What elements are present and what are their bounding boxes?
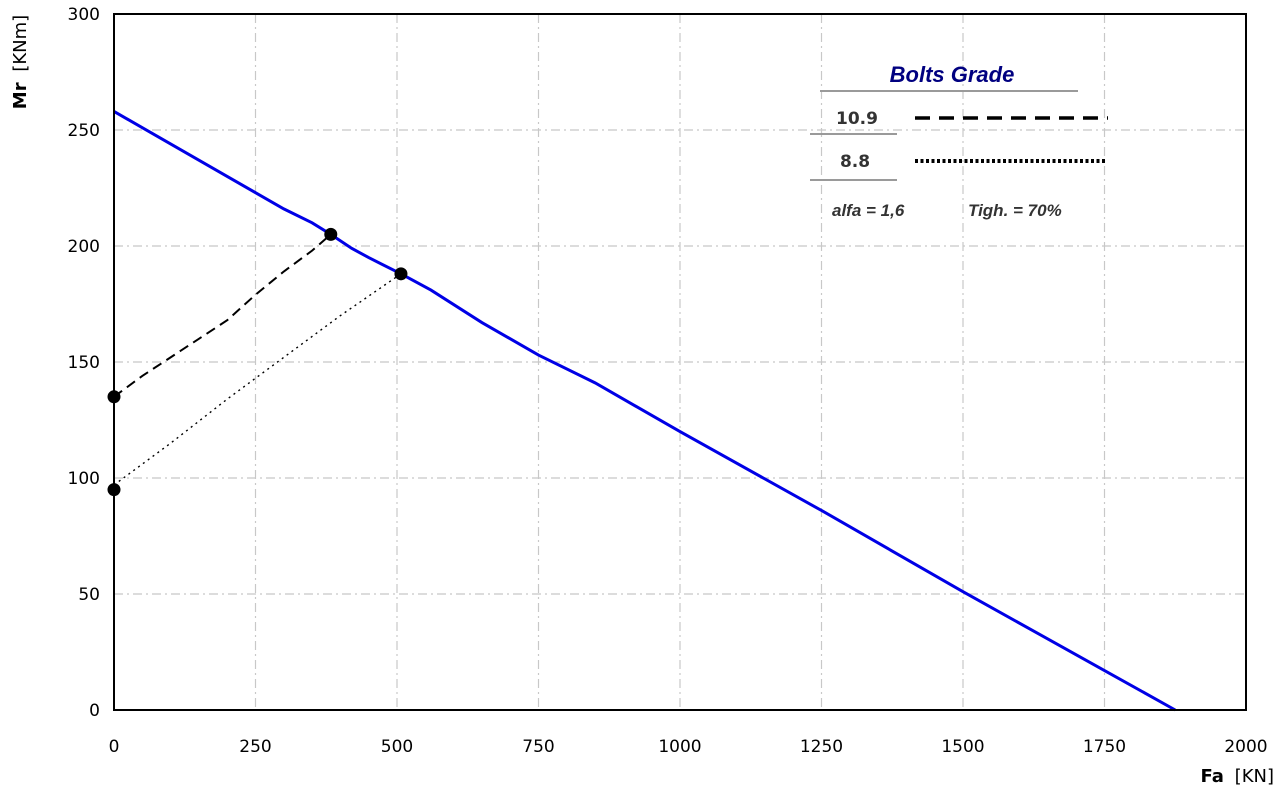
series-line-dashed <box>113 233 332 398</box>
x-tick-label: 750 <box>522 737 554 757</box>
x-tick-label: 1750 <box>1083 737 1126 757</box>
y-axis-title-bold: Mr <box>10 82 31 109</box>
x-tick-label: 500 <box>381 737 413 757</box>
x-tick-label: 250 <box>239 737 271 757</box>
y-tick-label: 0 <box>89 701 100 721</box>
y-tick-labels: 0 50 100 150 200 250 300 <box>68 5 100 721</box>
x-tick-label: 2000 <box>1224 737 1267 757</box>
y-axis-title-unit: [KNm] <box>10 15 31 72</box>
series-line-dotted <box>113 273 402 486</box>
legend-label-10-9: 10.9 <box>836 109 878 129</box>
y-axis-title: Mr [KNm] <box>10 15 31 109</box>
legend-title: Bolts Grade <box>890 62 1015 87</box>
y-tick-label: 50 <box>78 585 100 605</box>
y-tick-label: 100 <box>68 469 100 489</box>
y-tick-label: 250 <box>68 121 100 141</box>
legend-note-tigh: Tigh. = 70% <box>968 201 1062 220</box>
data-point-marker <box>324 227 338 241</box>
y-tick-label: 300 <box>68 5 100 25</box>
x-tick-label: 0 <box>109 737 120 757</box>
legend-note-alfa: alfa = 1,6 <box>832 201 905 220</box>
series-line-solid <box>113 110 1176 712</box>
x-tick-label: 1250 <box>800 737 843 757</box>
x-tick-labels: 0 250 500 750 1000 1250 1500 1750 2000 <box>109 737 1268 757</box>
x-axis-title-bold: Fa <box>1201 766 1224 787</box>
legend-label-8-8: 8.8 <box>840 152 870 172</box>
legend: Bolts Grade 10.9 8.8 alfa = 1,6 Tigh. = … <box>810 62 1108 220</box>
series-layer <box>113 110 1176 712</box>
x-tick-label: 1000 <box>658 737 701 757</box>
data-point-marker <box>394 267 408 281</box>
plot-frame <box>113 13 1247 711</box>
x-axis-title: Fa [KN] <box>1201 766 1274 787</box>
y-tick-label: 150 <box>68 353 100 373</box>
x-tick-label: 1500 <box>941 737 984 757</box>
y-tick-label: 200 <box>68 237 100 257</box>
x-axis-title-unit: [KN] <box>1235 766 1274 787</box>
grid-lines <box>114 14 1246 710</box>
